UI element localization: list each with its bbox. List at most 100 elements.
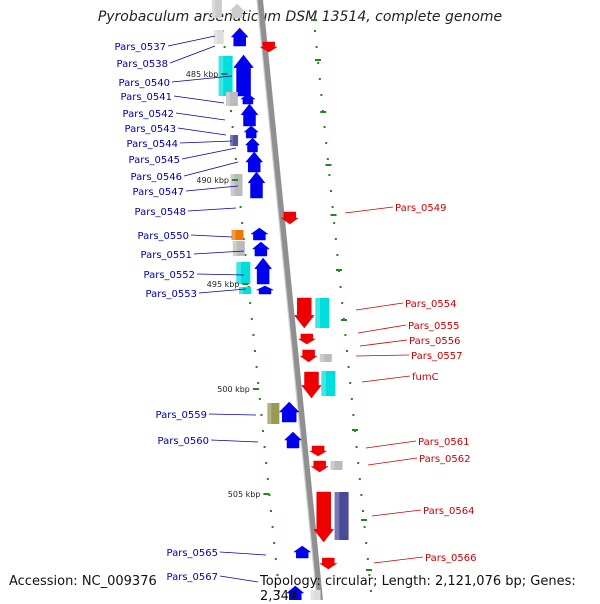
leader-line-left	[190, 234, 233, 238]
guide-dot-1	[368, 574, 371, 576]
guide-dot-1	[317, 62, 320, 64]
guide-dot-0	[260, 414, 263, 416]
guide-dot-0	[234, 158, 237, 160]
gene-arrow-0547	[247, 171, 266, 199]
guide-dot-0	[255, 366, 258, 368]
guide-dot-1	[341, 302, 344, 304]
guide-dot-0	[276, 574, 279, 576]
gene-box-0550-shine	[231, 230, 236, 240]
leader-line-left	[179, 140, 233, 144]
guide-dot-1	[352, 414, 355, 416]
gene-box-0537	[213, 30, 224, 44]
guide-dot-1	[320, 94, 323, 96]
gene-box-0544-shine	[230, 135, 233, 146]
guide-dot-0	[223, 46, 226, 48]
gene-box-0540	[218, 56, 233, 96]
gene-arrow-0561	[308, 445, 328, 457]
leader-line-left	[187, 207, 237, 212]
guide-dot-0	[263, 446, 266, 448]
gene-box-0559-shine	[267, 403, 272, 424]
gene-label-pars-0546: Pars_0546	[131, 172, 182, 183]
genome-backbone	[256, 0, 323, 600]
guide-dot-0	[254, 350, 256, 352]
guide-dot-0	[265, 462, 268, 464]
gene-box-bottom	[310, 590, 321, 600]
gene-arrow-0556	[297, 333, 317, 345]
guide-dot-1	[328, 174, 331, 176]
gene-label-pars-0538: Pars_0538	[117, 59, 168, 70]
leader-line-left	[171, 75, 233, 83]
gene-box-fumC	[321, 371, 336, 396]
gene-label-pars-0554: Pars_0554	[405, 299, 456, 310]
leader-line-right	[344, 206, 394, 214]
guide-dot-1	[333, 222, 336, 224]
leader-line-left	[208, 413, 257, 416]
gene-box-fumC-shine	[321, 371, 327, 396]
gene-label-pars-0542: Pars_0542	[123, 109, 174, 120]
guide-dot-1	[336, 254, 339, 256]
guide-dot-0	[250, 318, 253, 320]
gene-box-0551	[232, 241, 245, 256]
gene-label-pars-0556: Pars_0556	[409, 336, 460, 347]
gene-box-0554-shine	[315, 298, 320, 328]
gene-label-pars-0564: Pars_0564	[423, 506, 474, 517]
leader-line-left	[181, 147, 237, 160]
leader-line-right	[373, 556, 424, 564]
gene-box-0557	[319, 354, 332, 362]
gene-features	[211, 0, 349, 600]
guide-dot-0	[271, 526, 274, 528]
gene-box-0544	[230, 135, 239, 146]
gene-arrow-0541	[240, 93, 256, 105]
leader-line-left	[219, 575, 259, 583]
gene-arrow-0562	[310, 460, 329, 473]
gene-arrow-0560	[283, 431, 303, 449]
gene-label-pars-0555: Pars_0555	[408, 321, 459, 332]
leader-line-left	[175, 112, 226, 121]
gene-label-pars-0561: Pars_0561	[418, 437, 469, 448]
accession-text: Accession: NC_009376	[9, 574, 157, 589]
gene-arrow-0550	[250, 227, 269, 241]
gene-box-0541-shine	[225, 92, 230, 106]
backbone-highlight	[256, 0, 318, 600]
guide-dot-1	[331, 206, 334, 208]
gene-box-0547-shine	[230, 174, 235, 196]
gene-box-0554	[315, 298, 330, 328]
guide-dot-0	[274, 558, 277, 560]
gene-box-0553-shine	[239, 287, 244, 294]
leader-line-right	[367, 457, 418, 466]
gene-label-pars-0547: Pars_0547	[133, 187, 184, 198]
gene-arrow-0565	[293, 545, 312, 559]
guide-dot-0	[231, 126, 234, 128]
gene-label-pars-0551: Pars_0551	[141, 250, 192, 261]
guide-dot-1	[325, 142, 328, 144]
leader-line-left	[169, 45, 216, 64]
guide-dot-0	[258, 398, 261, 400]
guide-dot-1	[362, 510, 364, 512]
gene-label-pars-0559: Pars_0559	[156, 410, 207, 421]
guide-dot-0	[266, 478, 269, 480]
gene-arrow-0540	[233, 54, 254, 97]
map-title: Pyrobaculum arsenaticum DSM 13514, compl…	[97, 9, 503, 25]
leader-line-left	[177, 127, 227, 136]
gene-arrow-0537	[230, 27, 249, 47]
gene-label-pars-0565: Pars_0565	[167, 548, 218, 559]
gene-box-0552	[236, 262, 251, 284]
gene-label-pars-0545: Pars_0545	[129, 155, 180, 166]
gene-box-0537-shine	[213, 30, 218, 44]
guide-dot-1	[314, 30, 316, 32]
gene-arrow-0549	[280, 211, 299, 225]
guide-dot-1	[366, 558, 369, 560]
leader-line-left	[167, 35, 216, 47]
leader-line-left	[185, 185, 239, 192]
gene-box-bottom-shine	[310, 590, 314, 600]
gene-label-pars-0537: Pars_0537	[115, 42, 166, 53]
kbp-tick-label: 490 kbp	[196, 176, 229, 185]
guide-dot-0	[230, 110, 232, 112]
gene-arrow-0564	[313, 491, 335, 543]
leader-line-left	[198, 288, 247, 294]
gene-label-pars-0560: Pars_0560	[158, 436, 209, 447]
gene-label-pars-0550: Pars_0550	[138, 231, 189, 242]
gene-label-pars-0541: Pars_0541	[121, 92, 172, 103]
gene-arrow-0559	[278, 401, 300, 423]
gene-label-pars-0566: Pars_0566	[425, 553, 476, 564]
